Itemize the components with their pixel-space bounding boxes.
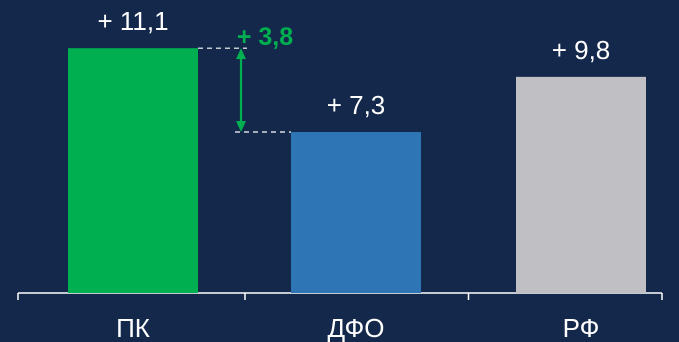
category-label-1: ПК [116, 313, 150, 342]
x-axis [17, 292, 663, 300]
bar-1 [68, 48, 198, 293]
arrow-head-up [236, 48, 246, 60]
category-label-3: РФ [563, 313, 600, 342]
category-label-2: ДФО [327, 313, 384, 342]
bars [68, 48, 646, 294]
difference-annotation: + 3,8 [198, 23, 293, 133]
value-label-3: + 9,8 [552, 35, 611, 65]
value-label-1: + 11,1 [97, 6, 168, 36]
bar-3 [516, 76, 646, 294]
value-label-2: + 7,3 [327, 90, 386, 120]
difference-label: + 3,8 [237, 23, 293, 51]
bar-2 [291, 131, 421, 293]
arrow-head-down [236, 120, 246, 132]
value-labels: + 11,1 + 7,3 + 9,8 [97, 6, 610, 120]
category-labels: ПК ДФО РФ [116, 313, 599, 342]
